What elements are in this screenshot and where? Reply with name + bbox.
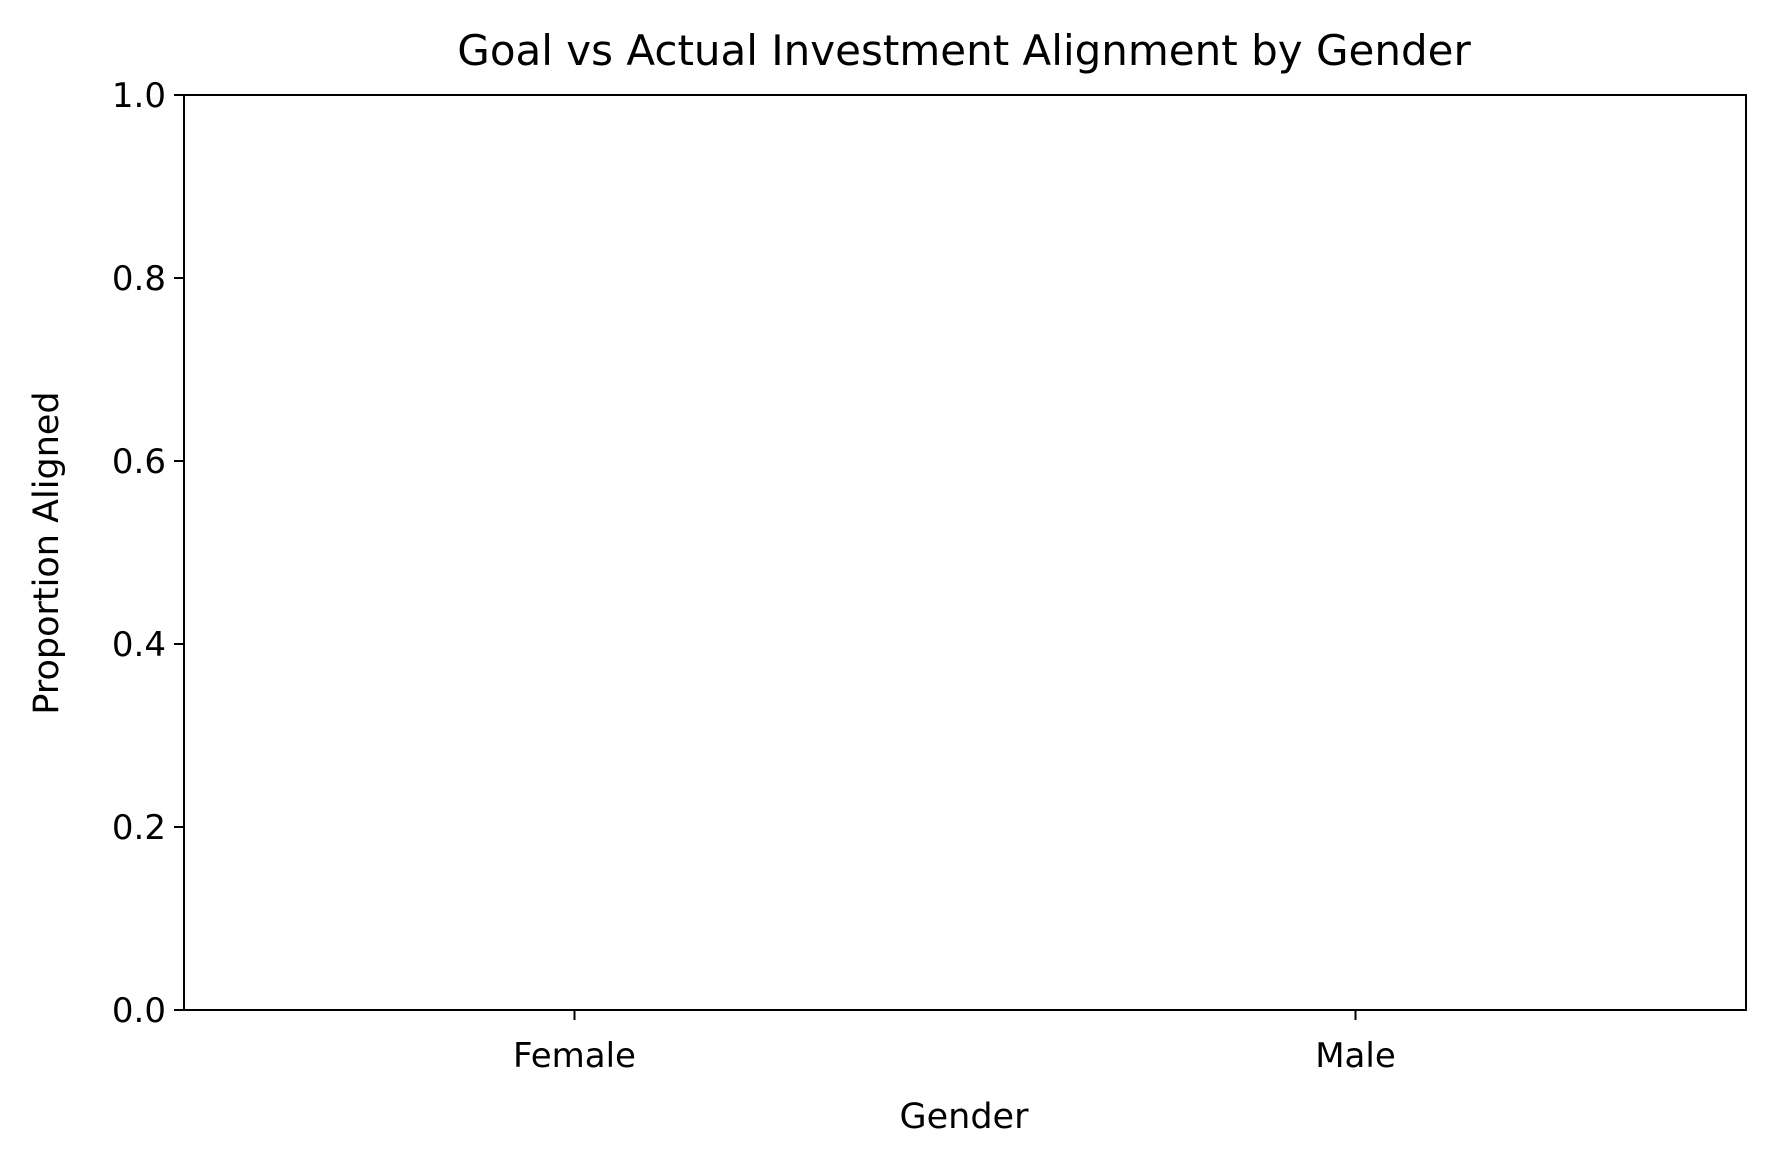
y-axis-ticks: 0.0 0.2 0.4 0.6 0.8 1.0 — [112, 76, 184, 1031]
x-axis-label: Gender — [900, 1097, 1030, 1137]
y-tick-label: 0.0 — [112, 991, 166, 1031]
y-tick-label: 0.2 — [112, 808, 166, 848]
y-tick-label: 0.6 — [112, 442, 166, 482]
chart-title: Goal vs Actual Investment Alignment by G… — [457, 26, 1471, 75]
x-tick-label: Male — [1315, 1036, 1396, 1076]
y-tick-label: 0.4 — [112, 625, 166, 665]
x-axis-ticks: Female Male — [513, 1010, 1396, 1076]
x-tick-label: Female — [513, 1036, 636, 1076]
y-tick-label: 0.8 — [112, 259, 166, 299]
plot-area — [183, 94, 1747, 1011]
y-axis-label: Proportion Aligned — [27, 391, 67, 714]
y-tick-label: 1.0 — [112, 76, 166, 116]
